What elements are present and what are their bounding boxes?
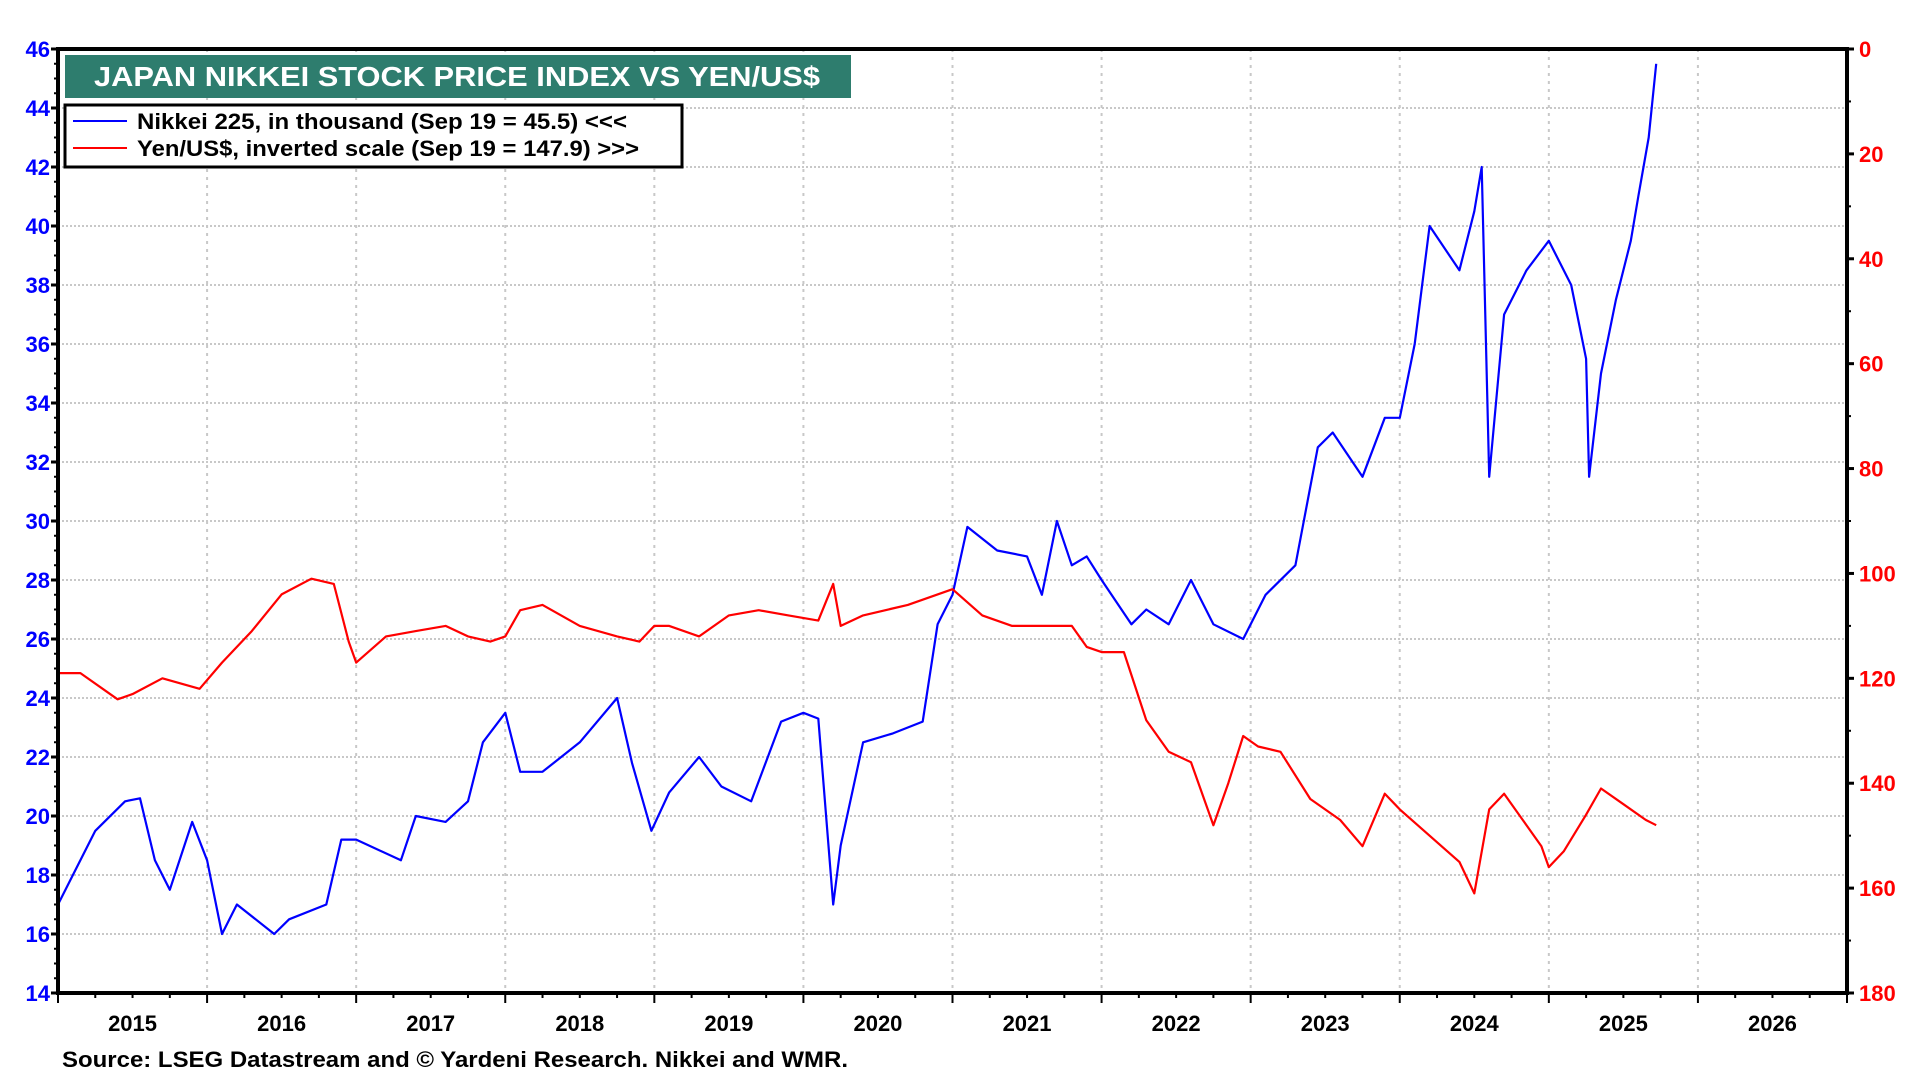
x-tick-label: 2020 bbox=[853, 1011, 902, 1036]
left-tick-label: 38 bbox=[26, 273, 50, 298]
yen-line bbox=[58, 577, 1657, 895]
x-tick-label: 2016 bbox=[257, 1011, 306, 1036]
x-tick-label: 2018 bbox=[555, 1011, 604, 1036]
left-tick-label: 46 bbox=[26, 37, 50, 62]
right-tick-label: 40 bbox=[1859, 247, 1883, 272]
left-axis-labels: 14 16 18 20 22 24 26 28 30 32 34 36 38 40 42 44 46 bbox=[26, 37, 51, 1006]
left-tick-label: 22 bbox=[26, 745, 50, 770]
left-tick-label: 40 bbox=[26, 214, 50, 239]
right-tick-label: 100 bbox=[1859, 561, 1896, 586]
x-tick-label: 2017 bbox=[406, 1011, 455, 1036]
right-tick-label: 140 bbox=[1859, 771, 1896, 796]
right-tick-label: 180 bbox=[1859, 981, 1896, 1006]
left-tick-label: 26 bbox=[26, 627, 50, 652]
x-tick-label: 2015 bbox=[108, 1011, 157, 1036]
left-tick-label: 42 bbox=[26, 155, 50, 180]
legend-label-nikkei: Nikkei 225, in thousand (Sep 19 = 45.5) … bbox=[137, 109, 627, 134]
legend-label-yen: Yen/US$, inverted scale (Sep 19 = 147.9)… bbox=[137, 136, 639, 161]
left-tick-label: 18 bbox=[26, 863, 50, 888]
left-tick-label: 30 bbox=[26, 509, 50, 534]
series-lines bbox=[57, 63, 1658, 936]
x-tick-label: 2025 bbox=[1599, 1011, 1648, 1036]
left-tick-label: 32 bbox=[26, 450, 50, 475]
left-tick-label: 16 bbox=[26, 922, 50, 947]
nikkei-line bbox=[57, 63, 1658, 936]
right-tick-label: 20 bbox=[1859, 142, 1883, 167]
right-tick-label: 0 bbox=[1859, 37, 1871, 62]
left-tick-label: 14 bbox=[26, 981, 51, 1006]
grid bbox=[58, 49, 1847, 993]
x-axis-labels: 2015 2016 2017 2018 2019 2020 2021 2022 2023 2024… bbox=[108, 1011, 1797, 1036]
x-tick-label: 2023 bbox=[1301, 1011, 1350, 1036]
x-tick-label: 2019 bbox=[704, 1011, 753, 1036]
title-box bbox=[65, 55, 851, 98]
left-tick-label: 24 bbox=[26, 686, 51, 711]
right-tick-label: 80 bbox=[1859, 457, 1883, 482]
left-tick-label: 28 bbox=[26, 568, 50, 593]
x-tick-label: 2022 bbox=[1152, 1011, 1201, 1036]
x-tick-label: 2024 bbox=[1450, 1011, 1500, 1036]
right-axis-labels: 0 20 40 60 80 100 120 140 160 180 bbox=[1859, 37, 1896, 1006]
plot-frame bbox=[56, 47, 1849, 995]
left-tick-label: 36 bbox=[26, 332, 50, 357]
left-tick-label: 34 bbox=[26, 391, 51, 416]
left-tick-label: 44 bbox=[26, 96, 51, 121]
chart-title: JAPAN NIKKEI STOCK PRICE INDEX VS YEN/US… bbox=[94, 61, 820, 92]
right-tick-label: 160 bbox=[1859, 876, 1896, 901]
right-tick-label: 120 bbox=[1859, 666, 1896, 691]
legend-box bbox=[63, 103, 684, 169]
source-note: Source: LSEG Datastream and © Yardeni Re… bbox=[62, 1047, 848, 1072]
left-tick-label: 20 bbox=[26, 804, 50, 829]
right-tick-label: 60 bbox=[1859, 352, 1883, 377]
x-tick-label: 2026 bbox=[1748, 1011, 1797, 1036]
x-tick-label: 2021 bbox=[1003, 1011, 1052, 1036]
